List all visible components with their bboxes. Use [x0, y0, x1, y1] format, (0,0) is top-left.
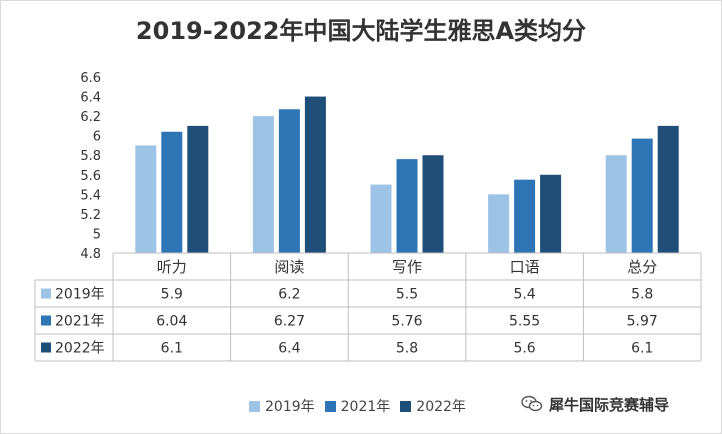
- table-series-label-1: 2021年: [55, 314, 105, 330]
- y-tick-label-1: 5: [93, 227, 101, 242]
- watermark: 犀牛国际竞赛辅导: [521, 391, 669, 417]
- y-tick-label-5: 5.8: [80, 149, 101, 164]
- table-value-2-4: 6.1: [631, 341, 653, 357]
- y-tick-label-3: 5.4: [80, 188, 101, 203]
- legend-swatch-2: [400, 400, 412, 412]
- bar-1-1: [278, 109, 300, 254]
- table-key-swatch-1: [41, 315, 51, 326]
- table-key-swatch-2: [41, 342, 51, 353]
- watermark-text: 犀牛国际竞赛辅导: [549, 395, 670, 414]
- y-tick-label-2: 5.2: [80, 208, 101, 223]
- table-value-2-3: 5.6: [513, 341, 535, 357]
- y-tick-label-9: 6.6: [80, 71, 101, 86]
- bar-2-3: [540, 174, 562, 253]
- bar-0-2: [370, 184, 392, 253]
- legend-swatch-0: [249, 400, 260, 412]
- legend-label-0: 2019年: [265, 399, 315, 415]
- x-category-label-1: 阅读: [274, 258, 304, 276]
- bar-2-1: [304, 96, 326, 253]
- bar-0-4: [605, 155, 627, 253]
- x-category-label-4: 总分: [627, 258, 657, 276]
- table-value-1-1: 6.27: [274, 314, 305, 330]
- y-tick-label-7: 6.2: [80, 110, 101, 125]
- chart-legend: 2019年 2021年 2022年: [249, 395, 476, 417]
- x-category-label-3: 口语: [510, 258, 540, 276]
- table-value-0-4: 5.8: [631, 287, 653, 303]
- bar-2-4: [657, 125, 679, 253]
- table-value-0-3: 5.4: [513, 287, 535, 303]
- legend-label-2: 2022年: [416, 399, 466, 415]
- wechat-icon: [521, 395, 543, 412]
- chart-plot: 4.8 5 5.2 5.4 5.6 5.8 6 6.2 6.4 6.6 听力 阅读 写作 口语 总分 2019…: [34, 71, 702, 362]
- bar-1-4: [631, 138, 653, 253]
- table-value-2-1: 6.4: [278, 341, 300, 357]
- bar-0-1: [252, 116, 274, 253]
- table-series-label-2: 2022年: [55, 341, 105, 357]
- x-category-label-0: 听力: [157, 258, 187, 276]
- chart-title: 2019-2022年中国大陆学生雅思A类均分: [135, 17, 587, 45]
- table-value-1-0: 6.04: [156, 314, 187, 330]
- table-value-0-0: 5.9: [161, 287, 183, 303]
- table-key-swatch-0: [41, 288, 51, 299]
- bar-0-3: [488, 194, 510, 253]
- y-tick-label-6: 6: [93, 130, 101, 145]
- legend-item-1: 2021年: [324, 396, 391, 416]
- y-tick-label-8: 6.4: [80, 91, 101, 106]
- table-value-2-0: 6.1: [161, 341, 183, 357]
- table-series-label-0: 2019年: [55, 287, 105, 303]
- table-value-1-4: 5.97: [627, 314, 658, 330]
- y-tick-label-0: 4.8: [80, 247, 101, 262]
- bar-2-0: [187, 125, 209, 253]
- legend-item-2: 2022年: [400, 396, 466, 416]
- table-value-2-2: 5.8: [396, 341, 418, 357]
- bar-2-2: [422, 155, 444, 253]
- x-category-label-2: 写作: [392, 258, 422, 276]
- legend-label-1: 2021年: [340, 399, 391, 415]
- bar-1-0: [161, 131, 183, 253]
- table-value-0-2: 5.5: [396, 287, 418, 303]
- bar-1-2: [396, 159, 418, 253]
- table-value-1-2: 5.76: [391, 314, 422, 330]
- legend-item-0: 2019年: [249, 396, 315, 416]
- legend-swatch-1: [324, 400, 336, 412]
- y-tick-label-4: 5.6: [80, 169, 101, 184]
- table-value-0-1: 6.2: [278, 287, 300, 303]
- bar-1-3: [514, 179, 536, 253]
- table-value-1-3: 5.55: [509, 314, 540, 330]
- bar-0-0: [135, 145, 157, 253]
